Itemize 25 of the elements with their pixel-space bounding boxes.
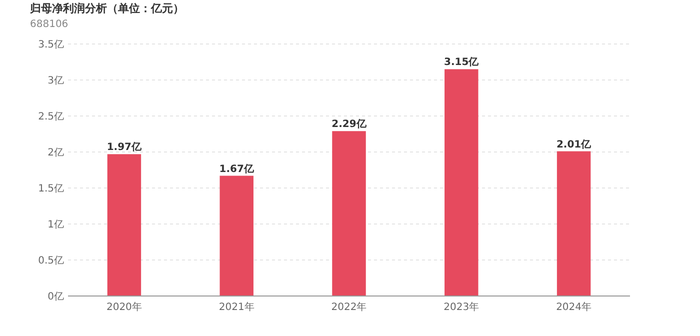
chart-title: 归母净利润分析（单位：亿元） [29,2,184,15]
data-label: 2.01亿 [556,138,592,150]
y-tick-label: 2.5亿 [38,112,64,122]
bar [107,154,142,296]
y-tick-label: 1亿 [48,220,64,230]
y-tick-label: 3.5亿 [38,40,64,50]
y-tick-label: 2亿 [48,148,64,158]
bar [332,131,366,296]
x-tick-label: 2023年 [444,301,480,313]
data-label: 2.29亿 [332,118,368,130]
x-tick-label: 2024年 [556,301,592,313]
x-tick-label: 2021年 [218,301,254,313]
chart-subtitle: 688106 [30,19,68,30]
data-label: 3.15亿 [444,56,480,68]
data-label: 1.67亿 [219,162,255,175]
x-tick-label: 2020年 [106,301,142,313]
y-tick-label: 1.5亿 [38,184,64,194]
bar [556,151,591,296]
y-tick-label: 0.5亿 [38,256,64,266]
data-label: 1.97亿 [106,141,143,154]
bar [444,69,478,296]
x-tick-label: 2022年 [331,301,367,313]
y-tick-label: 3亿 [48,76,64,86]
bar [220,176,254,296]
y-tick-label: 0亿 [48,292,64,302]
